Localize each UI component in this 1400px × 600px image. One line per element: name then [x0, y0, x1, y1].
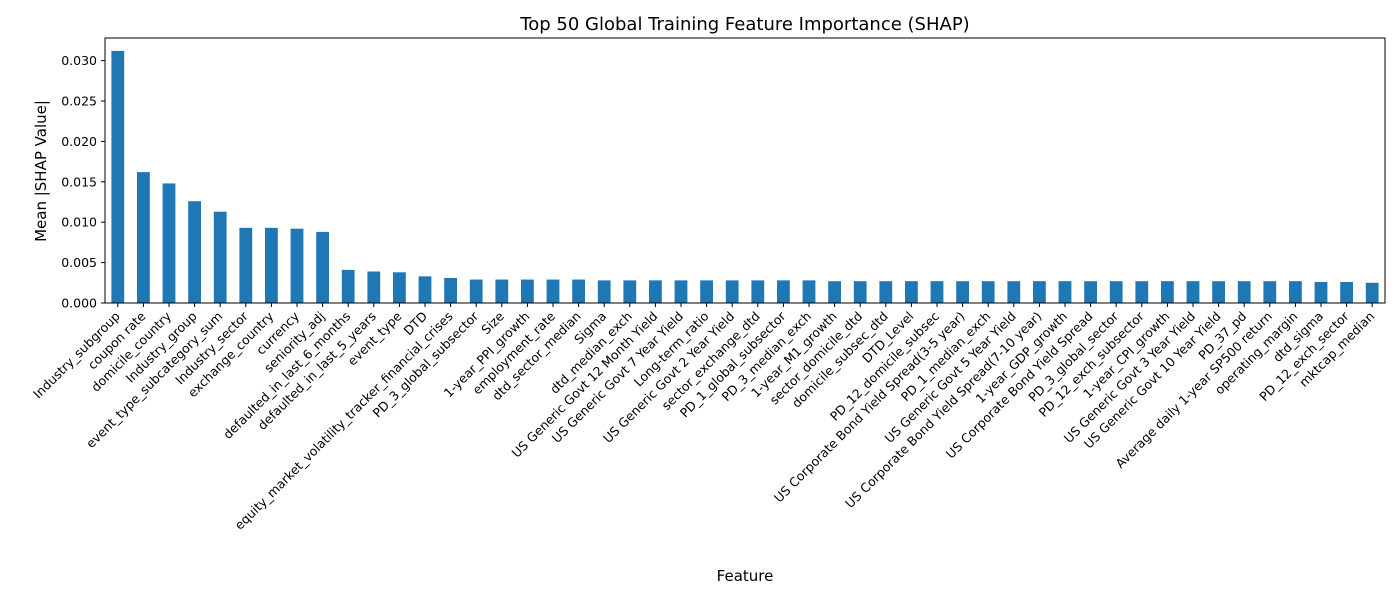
bar — [597, 280, 611, 303]
bar — [725, 280, 739, 303]
bar — [1263, 281, 1277, 303]
y-tick-label: 0.005 — [61, 255, 97, 270]
bar — [1365, 282, 1379, 303]
bar — [828, 281, 841, 303]
bar — [1237, 281, 1251, 303]
bar — [213, 211, 227, 303]
y-tick-label: 0.020 — [61, 134, 97, 149]
y-axis: 0.000 0.005 0.010 0.015 0.020 0.025 0.030 — [61, 53, 105, 311]
bar — [1058, 281, 1072, 303]
plot-frame — [104, 37, 1386, 304]
bar — [1289, 281, 1302, 303]
bar — [1314, 281, 1328, 303]
bar — [111, 50, 125, 303]
bar — [674, 280, 688, 303]
bar — [316, 231, 329, 303]
bar — [1212, 281, 1225, 303]
bar — [418, 276, 432, 303]
bar — [930, 281, 944, 303]
bar — [623, 280, 637, 303]
bar — [521, 279, 534, 303]
bar — [751, 280, 765, 303]
bar — [469, 279, 483, 303]
y-tick-label: 0.030 — [61, 53, 97, 68]
bar — [1007, 281, 1021, 303]
bar — [265, 227, 278, 303]
bar — [546, 279, 560, 303]
bar — [239, 227, 253, 303]
bar — [1186, 281, 1200, 303]
x-axis-label: Feature — [717, 567, 774, 585]
bar — [393, 272, 406, 303]
bar — [572, 279, 585, 303]
bar — [700, 280, 713, 303]
bar — [1033, 281, 1046, 303]
bar — [137, 172, 150, 303]
bar — [162, 183, 176, 303]
bar — [1084, 281, 1097, 303]
bar — [879, 281, 893, 303]
chart-title: Top 50 Global Training Feature Importanc… — [519, 14, 969, 35]
bar — [1109, 281, 1123, 303]
bar — [802, 280, 816, 303]
bar — [495, 279, 509, 303]
bar — [1161, 281, 1174, 303]
bar — [649, 280, 662, 303]
bar — [853, 281, 867, 303]
bar — [956, 281, 969, 303]
y-tick-label: 0.015 — [61, 174, 97, 189]
y-tick-label: 0.025 — [61, 94, 97, 109]
bar — [341, 269, 355, 303]
y-tick-label: 0.000 — [61, 296, 97, 311]
bar — [188, 201, 201, 303]
y-axis-label: Mean |SHAP Value| — [32, 100, 50, 242]
bar — [444, 277, 457, 303]
bar — [290, 228, 304, 303]
bar — [367, 271, 381, 303]
bar — [777, 280, 790, 303]
bars — [111, 50, 1379, 303]
bar — [905, 281, 918, 303]
bar — [1340, 281, 1353, 303]
bar — [981, 281, 995, 303]
bar — [1135, 281, 1149, 303]
y-tick-label: 0.010 — [61, 215, 97, 230]
